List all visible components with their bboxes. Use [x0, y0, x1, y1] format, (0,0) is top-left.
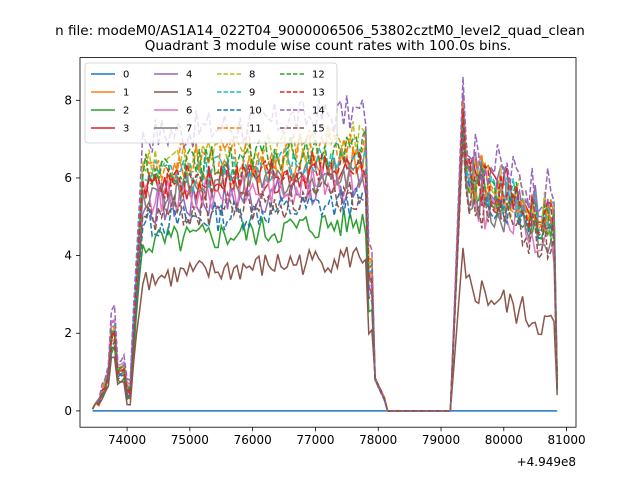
- series-line-15: [91, 139, 558, 412]
- legend-label: 13: [312, 88, 325, 99]
- legend-label: 14: [312, 106, 325, 117]
- series-line-13: [91, 108, 558, 412]
- legend-label: 15: [312, 124, 325, 135]
- legend-label: 5: [186, 88, 192, 99]
- x-tick-label: 75000: [171, 433, 209, 447]
- legend-label: 12: [312, 70, 325, 81]
- y-tick-label: 6: [64, 171, 72, 185]
- y-tick-label: 8: [64, 93, 72, 107]
- legend-label: 7: [186, 124, 192, 135]
- legend-label: 4: [186, 70, 192, 81]
- y-tick-label: 0: [64, 404, 72, 418]
- legend-label: 0: [123, 70, 129, 81]
- x-tick-label: 74000: [108, 433, 146, 447]
- legend-label: 8: [249, 70, 255, 81]
- x-tick-label: 76000: [234, 433, 272, 447]
- legend-label: 1: [123, 88, 129, 99]
- series-line-7: [91, 127, 558, 412]
- y-tick-label: 2: [64, 326, 72, 340]
- chart-title: Quadrant 3 module wise count rates with …: [145, 38, 511, 54]
- legend-label: 6: [186, 106, 192, 117]
- legend-label: 11: [249, 124, 262, 135]
- legend-label: 9: [249, 88, 255, 99]
- series-line-12: [91, 111, 558, 412]
- x-tick-label: 78000: [359, 433, 397, 447]
- y-tick-label: 4: [64, 249, 72, 263]
- legend-label: 3: [123, 124, 129, 135]
- legend-label: 2: [123, 106, 129, 117]
- x-tick-label: 80000: [485, 433, 523, 447]
- legend-box: [84, 62, 338, 144]
- x-tick-label: 79000: [422, 433, 460, 447]
- y-axis: 0 2 4 6 8: [64, 93, 80, 418]
- x-axis: 74000 75000 76000 77000 78000 79000 80000 81000: [108, 427, 586, 447]
- x-tick-label: 81000: [547, 433, 585, 447]
- series-line-8: [91, 104, 558, 412]
- series-line-10: [91, 119, 558, 412]
- x-tick-label: 77000: [296, 433, 334, 447]
- plot-frame: [79, 57, 577, 428]
- chart-suptitle: n file: modeM0/AS1A14_022T04_9000006506_…: [55, 23, 585, 39]
- series-line-9: [91, 108, 558, 412]
- series-line-5: [91, 246, 558, 412]
- x-axis-offset-label: +4.949e8: [517, 455, 576, 469]
- series-line-11: [91, 100, 558, 412]
- legend-label: 10: [249, 106, 262, 117]
